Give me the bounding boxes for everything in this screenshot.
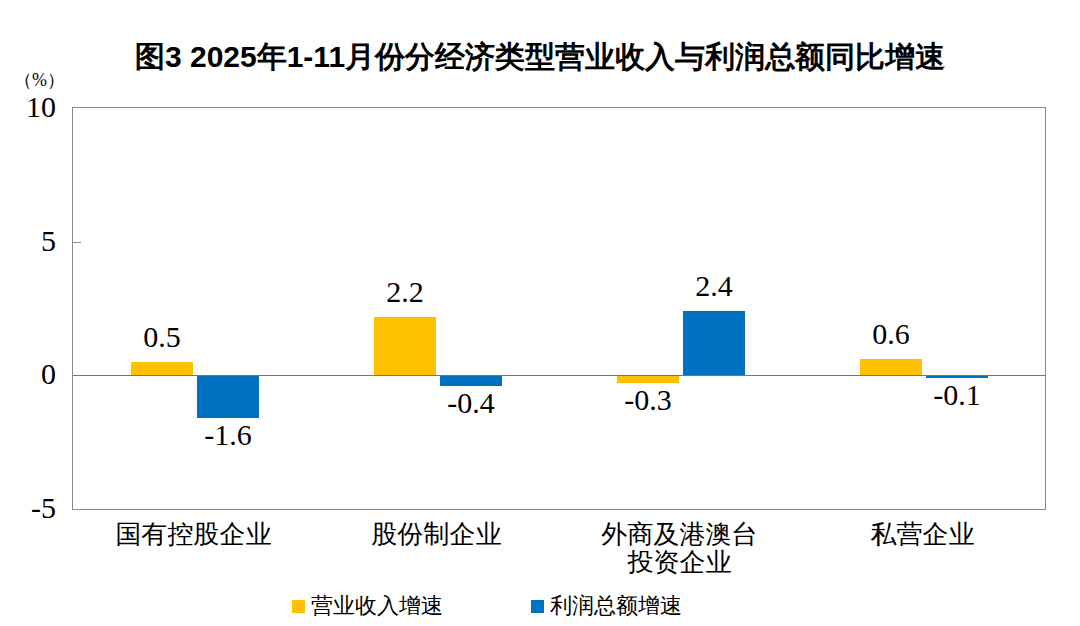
bar-value-label: -0.4 [426, 387, 516, 419]
legend-item-revenue: 营业收入增速 [292, 594, 443, 618]
chart-title: 图3 2025年1-11月份分经济类型营业收入与利润总额同比增速 [0, 40, 1080, 74]
legend-item-label: 营业收入增速 [311, 594, 443, 618]
x-axis-category-label: 外商及港澳台 投资企业 [558, 521, 801, 577]
y-axis-tick-mark [73, 242, 81, 243]
plot-area: 0.5 -1.6 2.2 -0.4 -0.3 2.4 0.6 -0.1 [72, 107, 1046, 510]
x-axis: 国有控股企业股份制企业外商及港澳台 投资企业私营企业 [72, 521, 1044, 583]
x-axis-category-label: 国有控股企业 [72, 521, 315, 549]
y-axis: 10 5 0 -5 [0, 0, 56, 626]
legend: 营业收入增速 利润总额增速 [292, 594, 682, 618]
x-axis-category-label: 私营企业 [801, 521, 1044, 549]
y-axis-tick-label: 10 [0, 92, 56, 122]
bar-1-1 [440, 375, 502, 386]
figure: 图3 2025年1-11月份分经济类型营业收入与利润总额同比增速 （%） 105… [0, 0, 1080, 626]
bar-value-label: -0.3 [603, 384, 693, 416]
profit-series-swatch-icon [531, 600, 544, 613]
bar-0-3 [860, 359, 922, 375]
bar-0-2 [617, 375, 679, 383]
bar-value-label: 2.4 [669, 270, 759, 302]
bar-1-0 [197, 375, 259, 418]
x-axis-category-label: 股份制企业 [315, 521, 558, 549]
revenue-series-swatch-icon [292, 600, 305, 613]
bar-value-label: 0.6 [846, 318, 936, 350]
bar-1-2 [683, 311, 745, 375]
bar-value-label: -1.6 [183, 419, 273, 451]
bar-value-label: 0.5 [117, 321, 207, 353]
y-axis-tick-label: -5 [0, 493, 56, 523]
bar-0-0 [131, 362, 193, 375]
bar-value-label: -0.1 [912, 379, 1002, 411]
legend-item-label: 利润总额增速 [550, 594, 682, 618]
legend-item-profit: 利润总额增速 [531, 594, 682, 618]
zero-gridline [73, 375, 1045, 376]
bar-value-label: 2.2 [360, 276, 450, 308]
bar-0-1 [374, 317, 436, 376]
y-axis-tick-label: 0 [0, 359, 56, 389]
y-axis-tick-label: 5 [0, 226, 56, 256]
